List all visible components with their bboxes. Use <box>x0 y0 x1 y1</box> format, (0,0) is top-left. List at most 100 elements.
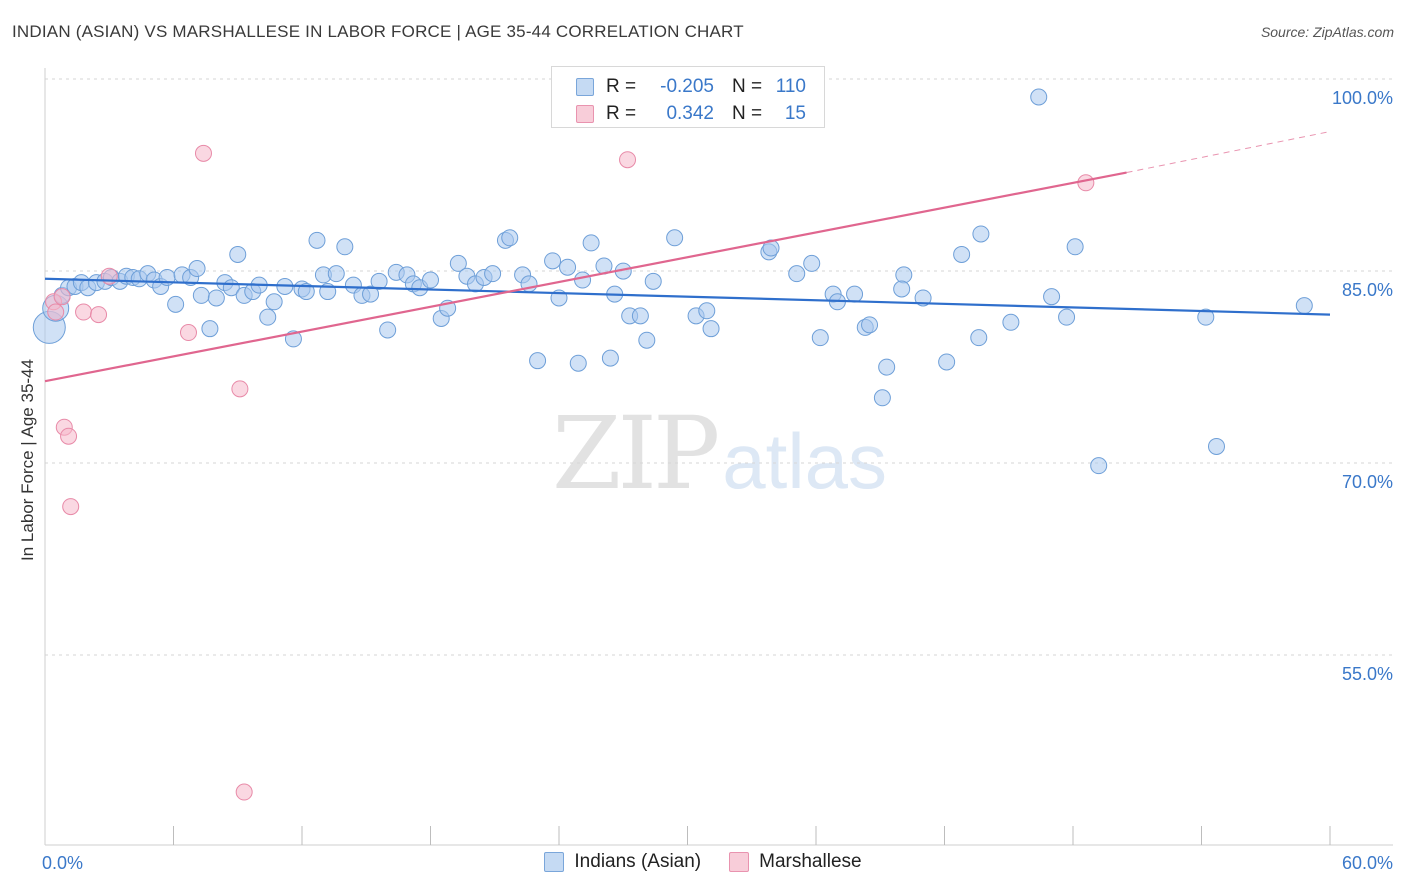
indian-point <box>1066 238 1084 256</box>
indian-point <box>544 252 562 270</box>
y-tick-label: 85.0% <box>1342 280 1393 300</box>
marshallese-point <box>179 324 197 342</box>
indian-point <box>666 229 684 247</box>
series-label-marshallese: Marshallese <box>759 851 862 872</box>
indian-point <box>873 389 891 407</box>
marshallese-point <box>62 498 80 516</box>
marshallese-point <box>1077 174 1095 192</box>
indian-point <box>644 272 662 290</box>
series-legend-marshallese[interactable]: Marshallese <box>729 851 862 873</box>
indian-point <box>970 329 988 347</box>
indian-point <box>484 265 502 283</box>
marshallese-trend-extension <box>1126 131 1331 174</box>
indian-point <box>327 265 345 283</box>
legend-row-marshallese: R = 0.342 N = 15 <box>576 102 806 126</box>
indian-point <box>259 308 277 326</box>
indian-point <box>422 271 439 289</box>
indian-point <box>501 229 519 247</box>
series-legend-indians[interactable]: Indians (Asian) <box>544 851 701 873</box>
y-tick-label: 70.0% <box>1342 472 1393 492</box>
x-tick-label: 0.0% <box>42 853 83 873</box>
legend-n-label: N = <box>732 103 763 124</box>
indian-point <box>559 258 577 276</box>
marshallese-point <box>60 427 78 445</box>
indian-point <box>297 283 315 301</box>
series-swatch-blue <box>544 852 565 872</box>
legend-n-value: 110 <box>775 76 806 97</box>
indian-point <box>631 307 649 325</box>
indian-point <box>803 254 821 272</box>
marshallese-point <box>90 306 108 324</box>
y-tick-label: 100.0% <box>1332 88 1393 108</box>
indian-point <box>601 349 619 367</box>
series-swatch-pink <box>729 852 750 872</box>
indian-point <box>192 286 210 304</box>
indian-point <box>201 320 219 338</box>
legend-row-indians: R = -0.205 N = 110 <box>576 75 806 99</box>
indian-point <box>811 329 829 347</box>
indian-point <box>449 254 467 272</box>
indian-point <box>370 272 388 290</box>
indian-point <box>362 285 380 303</box>
indian-point <box>878 358 896 376</box>
legend-r-label: R = <box>606 103 637 124</box>
indian-point <box>938 353 956 371</box>
marshallese-point <box>53 288 71 306</box>
indian-point <box>1090 457 1108 475</box>
series-legend: Indians (Asian) Marshallese <box>0 851 1406 873</box>
marshallese-point <box>194 144 212 162</box>
legend-r-value: -0.205 <box>660 76 714 97</box>
legend-n-value: 15 <box>784 103 806 124</box>
indian-point <box>265 293 283 311</box>
indian-point <box>1030 88 1048 106</box>
marshallese-point <box>619 151 637 169</box>
indian-point <box>972 225 990 243</box>
indian-point <box>1058 308 1076 326</box>
indian-trend-line <box>44 277 1331 316</box>
marshallese-trend-line <box>44 171 1127 383</box>
indian-point <box>569 354 587 372</box>
indian-point <box>1197 308 1215 326</box>
indian-point <box>336 238 354 256</box>
indian-point <box>1002 313 1020 331</box>
indian-point <box>861 316 879 334</box>
marshallese-point <box>47 303 65 321</box>
indian-point <box>895 266 913 284</box>
indian-point <box>207 289 225 307</box>
indian-point <box>1295 297 1313 315</box>
indian-point <box>582 234 600 252</box>
indian-point <box>638 331 656 349</box>
marshallese-point <box>235 783 253 801</box>
indian-point <box>846 285 864 303</box>
indian-point <box>702 320 720 338</box>
indian-point <box>167 295 185 313</box>
indian-point <box>698 302 716 320</box>
marshallese-point <box>75 303 93 321</box>
legend-n-label: N = <box>732 76 763 97</box>
indian-point <box>788 265 806 283</box>
indian-point <box>229 245 247 263</box>
source-label: Source: ZipAtlas.com <box>1260 24 1394 40</box>
correlation-legend: R = -0.205 N = 110 R = 0.342 N = 15 <box>551 66 825 128</box>
indian-point <box>914 289 932 307</box>
x-tick-label: 60.0% <box>1342 853 1393 873</box>
legend-swatch-pink <box>576 105 594 123</box>
chart-title: INDIAN (ASIAN) VS MARSHALLESE IN LABOR F… <box>12 22 744 41</box>
indian-point <box>893 280 911 298</box>
indian-point <box>953 245 971 263</box>
legend-r-label: R = <box>606 76 637 97</box>
indian-point <box>574 271 592 289</box>
series-label-indians: Indians (Asian) <box>574 851 702 872</box>
indian-point <box>379 321 397 339</box>
y-axis-label: In Labor Force | Age 35-44 <box>18 359 37 561</box>
indian-point <box>1043 288 1061 306</box>
legend-r-value: 0.342 <box>666 103 714 124</box>
marshallese-point <box>231 380 249 398</box>
y-tick-label: 55.0% <box>1342 664 1393 684</box>
indian-point <box>308 231 326 249</box>
legend-swatch-blue <box>576 78 594 96</box>
indian-point <box>188 260 206 278</box>
indian-point <box>1207 437 1225 455</box>
indian-point <box>529 352 547 370</box>
